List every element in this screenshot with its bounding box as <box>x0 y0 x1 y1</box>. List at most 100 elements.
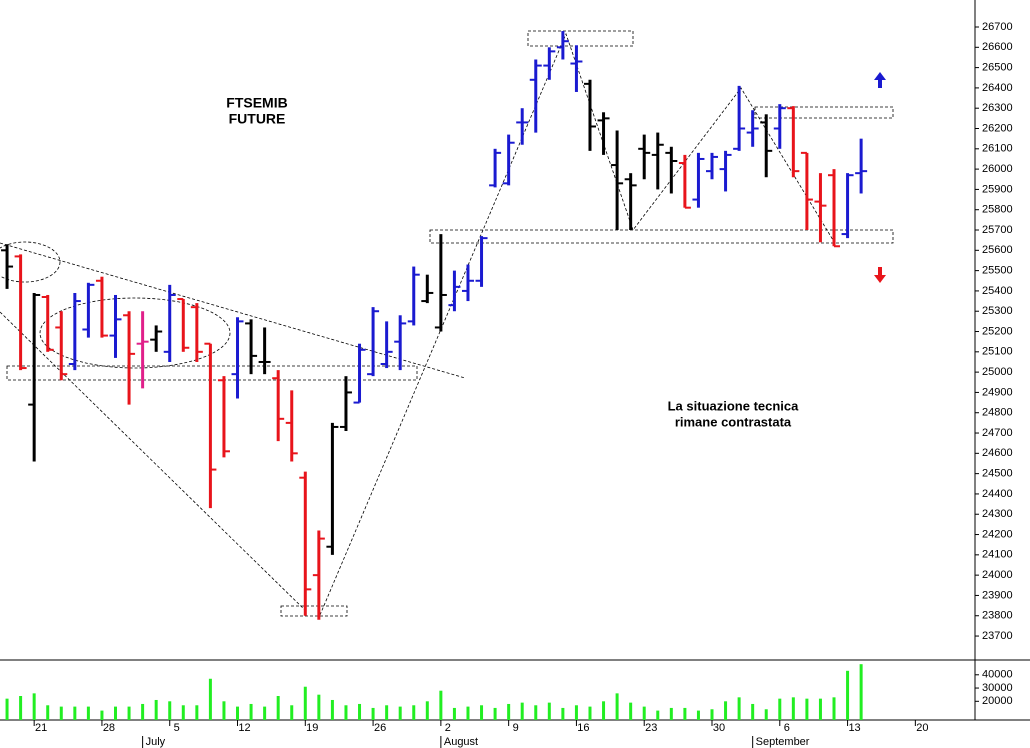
x-tick-label: 30 <box>713 722 725 734</box>
x-tick-label: 13 <box>848 722 860 734</box>
x-tick-label: 26 <box>374 722 386 734</box>
volume-bar <box>371 707 375 720</box>
y-tick-label: 24400 <box>982 488 1013 500</box>
volume-bar <box>114 706 118 720</box>
volume-bar <box>480 705 484 720</box>
volume-bar <box>805 698 809 720</box>
volume-bar <box>276 696 280 720</box>
y-tick-label: 25200 <box>982 325 1013 337</box>
volume-bar <box>710 709 714 720</box>
volume-bar <box>683 707 687 720</box>
volume-bar <box>358 703 362 720</box>
volume-bar <box>344 705 348 720</box>
volume-bar <box>751 703 755 720</box>
y-tick-label: 30000 <box>982 682 1013 694</box>
y-tick-label: 26400 <box>982 82 1013 94</box>
volume-bar <box>290 705 294 720</box>
y-tick-label: 23800 <box>982 610 1013 622</box>
volume-bar <box>791 697 795 720</box>
y-tick-label: 24200 <box>982 528 1013 540</box>
month-label: July <box>146 736 166 748</box>
x-tick-label: 12 <box>238 722 250 734</box>
month-label: September <box>756 736 810 748</box>
y-tick-label: 24100 <box>982 549 1013 561</box>
y-tick-label: 23700 <box>982 630 1013 642</box>
x-tick-label: 21 <box>35 722 47 734</box>
volume-bar <box>141 703 145 720</box>
pattern-ellipse <box>39 297 231 369</box>
y-tick-label: 25400 <box>982 285 1013 297</box>
title-line: FTSEMIB <box>226 95 287 111</box>
volume-bar <box>832 697 836 720</box>
y-tick-label: 24900 <box>982 386 1013 398</box>
volume-bar <box>724 701 728 720</box>
volume-bar <box>222 701 226 720</box>
volume-bar <box>100 710 104 720</box>
up-arrow <box>874 72 886 88</box>
y-tick-label: 40000 <box>982 669 1013 681</box>
y-tick-label: 26600 <box>982 41 1013 53</box>
pattern-ellipse <box>0 241 61 283</box>
y-tick-label: 24000 <box>982 569 1013 581</box>
y-tick-label: 25900 <box>982 183 1013 195</box>
volume-bar <box>534 705 538 720</box>
volume-bar <box>859 664 863 720</box>
volume-bar <box>181 705 185 720</box>
volume-bar <box>303 686 307 720</box>
volume-bar <box>574 705 578 720</box>
volume-bar <box>669 707 673 720</box>
y-tick-label: 24300 <box>982 508 1013 520</box>
volume-bar <box>412 705 416 720</box>
y-tick-label: 23900 <box>982 589 1013 601</box>
y-tick-label: 20000 <box>982 695 1013 707</box>
annotation-line: rimane contrastata <box>675 414 792 429</box>
volume-bar <box>59 706 63 720</box>
y-tick-label: 25300 <box>982 305 1013 317</box>
volume-bar <box>588 706 592 720</box>
y-tick-label: 26000 <box>982 163 1013 175</box>
y-tick-label: 25500 <box>982 265 1013 277</box>
drawings <box>0 30 894 617</box>
volume-bar <box>127 706 131 720</box>
trend-line <box>0 311 308 613</box>
y-tick-label: 25000 <box>982 366 1013 378</box>
volume-bar <box>846 670 850 720</box>
volume-bar <box>236 706 240 720</box>
x-tick-label: 28 <box>103 722 115 734</box>
x-tick-label: 2 <box>445 722 451 734</box>
resistance-box <box>754 106 894 119</box>
volume-bar <box>629 702 633 720</box>
annotation-line: La situazione tecnica <box>668 398 800 413</box>
title-line: FUTURE <box>229 111 286 127</box>
y-tick-label: 25600 <box>982 244 1013 256</box>
x-tick-label: 19 <box>306 722 318 734</box>
volume-bar <box>398 706 402 720</box>
x-tick-label: 5 <box>174 722 180 734</box>
volume-bar <box>249 703 253 720</box>
trend-line <box>0 242 466 379</box>
volume-bar <box>737 697 741 720</box>
resistance-box <box>527 30 634 47</box>
volume-bar <box>73 706 77 720</box>
x-tick-label: 23 <box>645 722 657 734</box>
y-tick-label: 25800 <box>982 204 1013 216</box>
volume-bar <box>493 707 497 720</box>
volume-bar <box>46 705 50 720</box>
volume-bar <box>195 705 199 720</box>
y-tick-label: 26200 <box>982 122 1013 134</box>
volume-bar <box>32 693 36 720</box>
y-tick-label: 24600 <box>982 447 1013 459</box>
y-tick-label: 24800 <box>982 407 1013 419</box>
volume-bar <box>208 678 212 720</box>
volume-bar <box>330 699 334 720</box>
trend-line <box>319 32 837 616</box>
volume-bar <box>818 698 822 720</box>
volume-bar <box>19 696 23 720</box>
volume-bar <box>561 707 565 720</box>
low-box <box>280 605 348 617</box>
y-tick-label: 25100 <box>982 346 1013 358</box>
volume-bar <box>520 702 524 720</box>
y-tick-label: 26100 <box>982 143 1013 155</box>
